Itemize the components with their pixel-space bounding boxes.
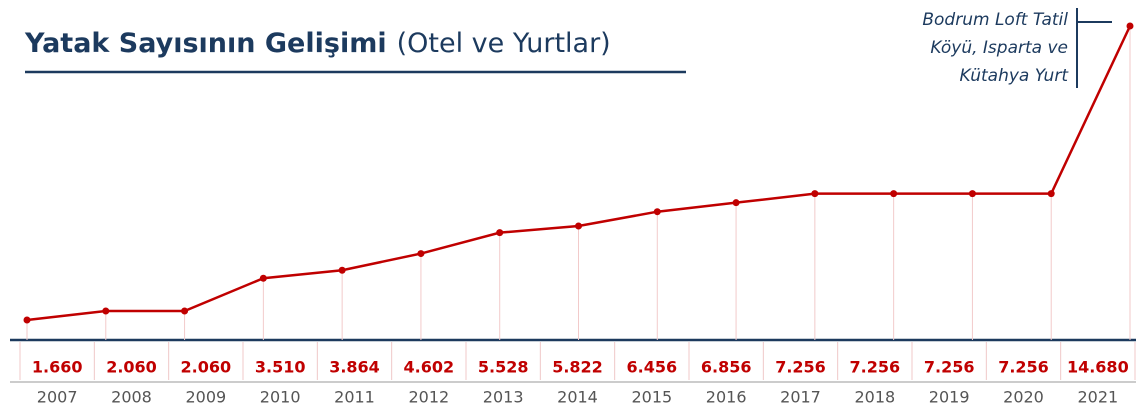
point (338, 266, 346, 274)
value-label: 1.660 (32, 358, 83, 377)
x-tick-label: 2018 (854, 388, 895, 407)
value-label: 7.256 (775, 358, 826, 377)
x-tick-label: 2014 (557, 388, 598, 407)
value-label: 7.256 (850, 358, 901, 377)
x-tick-label: 2010 (260, 388, 301, 407)
point (653, 208, 661, 216)
point (968, 190, 976, 198)
title: Yatak Sayısının Gelişimi (24, 28, 387, 59)
x-tick-label: 2012 (408, 388, 449, 407)
value-label: 4.602 (404, 358, 455, 377)
x-tick-label: 2008 (111, 388, 152, 407)
point (417, 250, 425, 258)
value-label: 5.822 (552, 358, 603, 377)
value-label: 3.864 (329, 358, 380, 377)
annotation: Kütahya Yurt (960, 66, 1070, 86)
value-label: 7.256 (998, 358, 1049, 377)
value-label: 14.680 (1067, 358, 1129, 377)
point (732, 199, 740, 207)
value-label: 2.060 (181, 358, 232, 377)
point (23, 316, 31, 324)
x-tick-label: 2020 (1003, 388, 1044, 407)
point (259, 274, 267, 282)
point (1126, 22, 1134, 30)
chart-title: Yatak Sayısının Gelişimi (Otel ve Yurtlar… (24, 28, 611, 59)
point (496, 229, 504, 237)
point (181, 307, 189, 315)
point (811, 190, 819, 198)
x-tick-label: 2011 (334, 388, 375, 407)
x-tick-label: 2007 (37, 388, 78, 407)
value-label: 6.856 (701, 358, 752, 377)
x-tick-label: 2016 (706, 388, 747, 407)
x-tick-label: 2021 (1077, 388, 1118, 407)
point (102, 307, 110, 315)
x-tick-label: 2009 (185, 388, 226, 407)
x-tick-label: 2019 (929, 388, 970, 407)
annotation: Bodrum Loft Tatil (922, 10, 1068, 30)
annotation: Köyü, Isparta ve (930, 38, 1068, 58)
x-tick-label: 2013 (483, 388, 524, 407)
value-label: 7.256 (924, 358, 975, 377)
point (1047, 190, 1055, 198)
value-label: 6.456 (627, 358, 678, 377)
x-tick-label: 2017 (780, 388, 821, 407)
value-label: 3.510 (255, 358, 306, 377)
x-tick-label: 2015 (631, 388, 672, 407)
value-label: 5.528 (478, 358, 529, 377)
subtitle: (Otel ve Yurtlar) (397, 28, 611, 59)
point (575, 222, 582, 230)
value-label: 2.060 (106, 358, 157, 377)
point (890, 190, 898, 198)
